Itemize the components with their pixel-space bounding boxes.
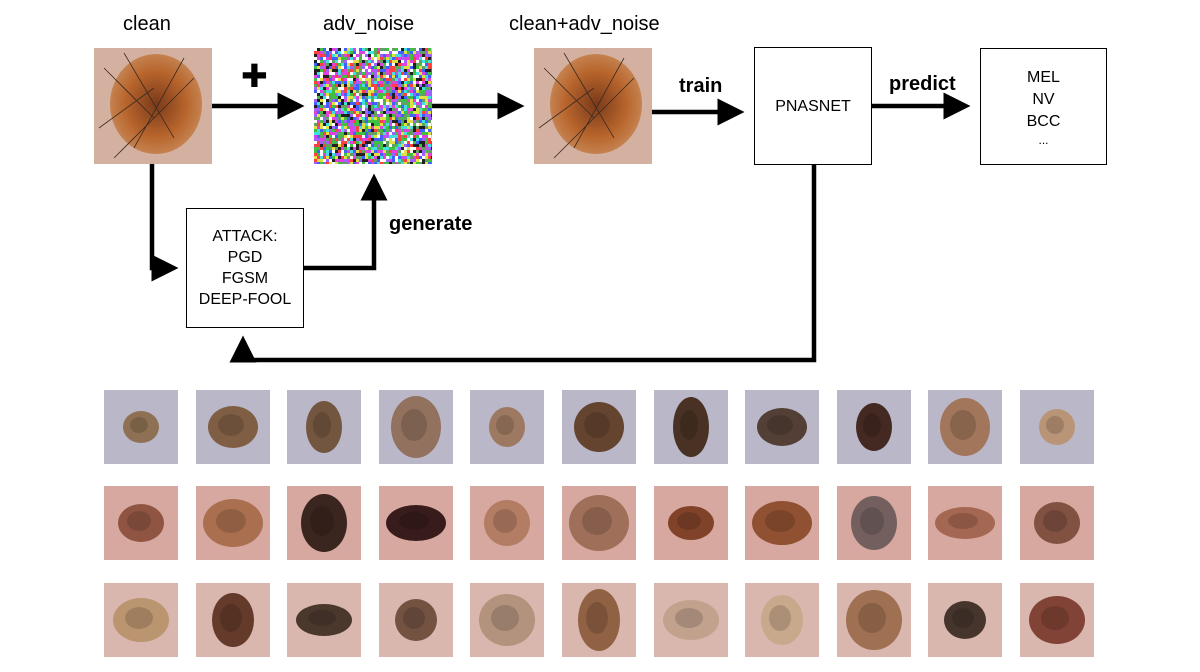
- label-generate: generate: [389, 213, 473, 235]
- lesion-thumbnail: [562, 486, 636, 560]
- arrow-generate: [304, 173, 388, 271]
- label-train: train: [679, 75, 723, 97]
- lesion-thumbnail: [928, 486, 1002, 560]
- lesion-thumbnail: [379, 583, 453, 657]
- arrow-clean-to-attack: [149, 164, 179, 282]
- label-predict: predict: [889, 73, 956, 95]
- attack-method: DEEP-FOOL: [198, 291, 292, 308]
- lesion-thumbnail: [470, 486, 544, 560]
- lesion-thumbnail: [379, 486, 453, 560]
- lesion-thumbnail: [928, 390, 1002, 464]
- lesion-thumbnail: [104, 583, 178, 657]
- lesion-thumbnail: [287, 486, 361, 560]
- pnasnet-box: PNASNET: [754, 47, 872, 165]
- lesion-thumbnail: [745, 486, 819, 560]
- lesion-thumbnail: [379, 390, 453, 464]
- lesion-thumbnail: [837, 583, 911, 657]
- label-clean: clean: [123, 13, 171, 35]
- label-adv-noise: adv_noise: [323, 13, 415, 35]
- lesion-thumbnail: [196, 583, 270, 657]
- class-item: NV: [1032, 90, 1055, 108]
- lesion-thumbnail: [745, 390, 819, 464]
- class-item: BCC: [1026, 112, 1061, 130]
- lesion-thumbnail: [837, 390, 911, 464]
- plus-icon: ✚: [241, 58, 268, 94]
- lesion-thumbnail: [562, 583, 636, 657]
- attack-title: ATTACK:: [212, 228, 278, 245]
- lesion-thumbnail: [654, 583, 728, 657]
- classes-box: MEL NV BCC ...: [980, 48, 1107, 165]
- lesion-thumbnail: [1020, 486, 1094, 560]
- lesion-thumbnail: [287, 390, 361, 464]
- lesion-thumbnail: [196, 486, 270, 560]
- lesion-thumbnail: [1020, 390, 1094, 464]
- lesion-thumbnail: [837, 486, 911, 560]
- lesion-thumbnail: [654, 390, 728, 464]
- lesion-thumbnail: [470, 583, 544, 657]
- lesion-thumbnail: [104, 486, 178, 560]
- class-item: ...: [1038, 132, 1049, 147]
- adv-noise-image: [314, 48, 432, 164]
- class-item: MEL: [1027, 68, 1060, 86]
- lesion-thumbnail: [562, 390, 636, 464]
- clean-image: [94, 48, 212, 164]
- arrow-feedback: [229, 165, 817, 363]
- lesion-thumbnail: [654, 486, 728, 560]
- lesion-thumbnail: [287, 583, 361, 657]
- attack-box: ATTACK: PGD FGSM DEEP-FOOL: [186, 208, 304, 328]
- model-name: PNASNET: [775, 97, 851, 115]
- lesion-thumbnail: [745, 583, 819, 657]
- lesion-thumbnail: [1020, 583, 1094, 657]
- clean-plus-noise-image: [534, 48, 652, 164]
- lesion-thumbnail: [196, 390, 270, 464]
- lesion-thumbnail: [104, 390, 178, 464]
- lesion-thumbnail: [928, 583, 1002, 657]
- attack-method: PGD: [227, 249, 263, 266]
- attack-method: FGSM: [221, 270, 269, 287]
- label-clean-plus-adv-noise: clean+adv_noise: [509, 13, 660, 35]
- lesion-thumbnail: [470, 390, 544, 464]
